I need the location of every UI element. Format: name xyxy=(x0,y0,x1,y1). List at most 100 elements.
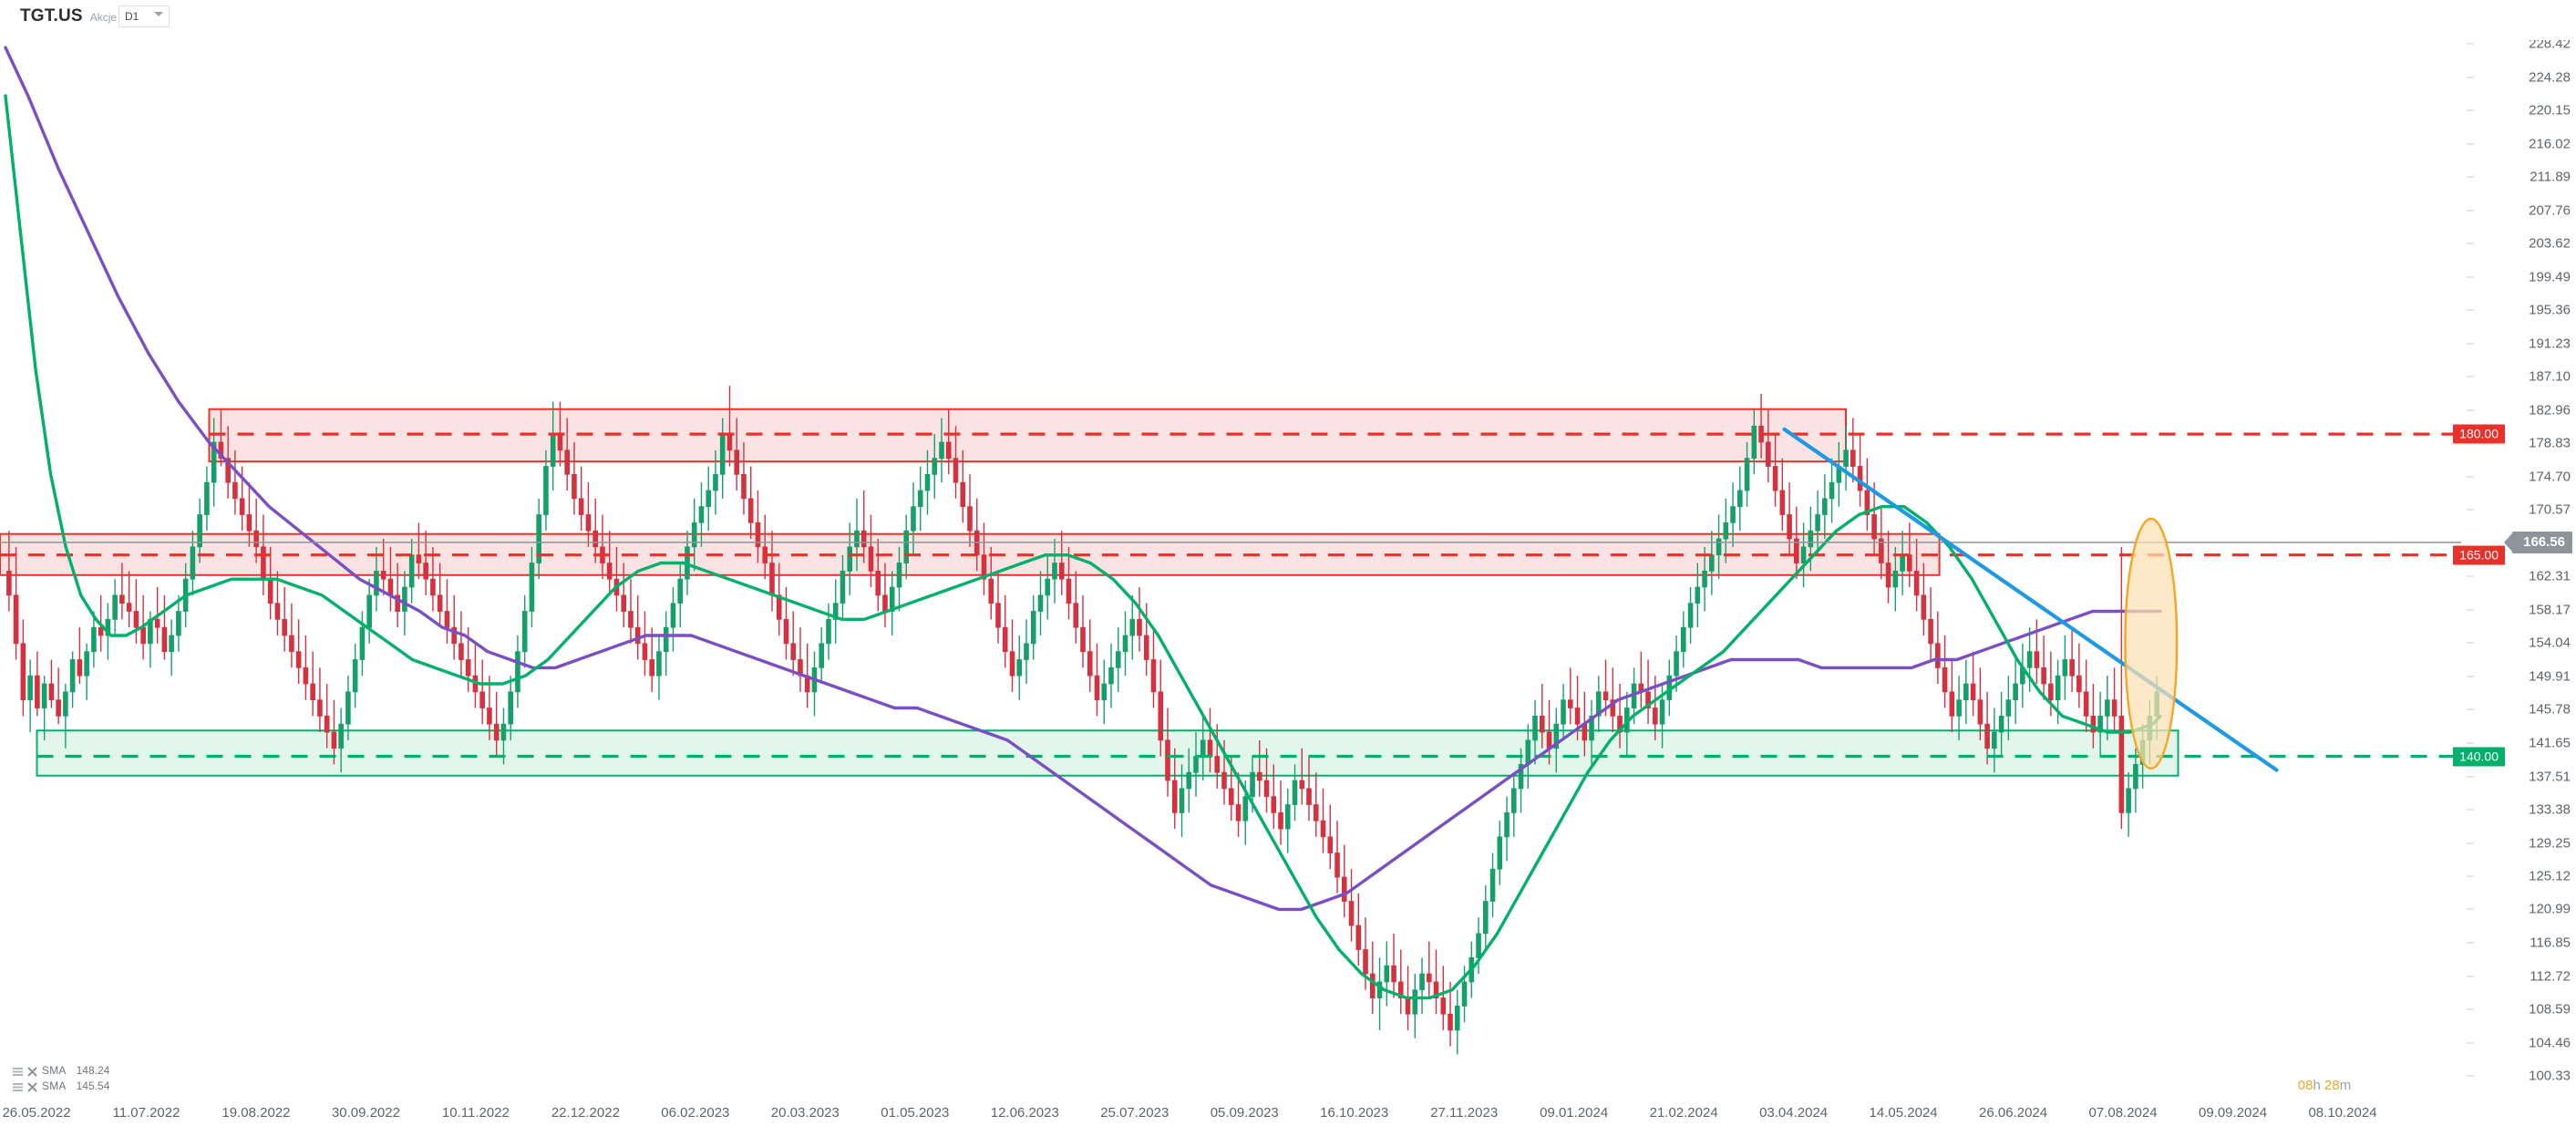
candle-body xyxy=(1942,666,1948,693)
candle-body xyxy=(1687,603,1694,628)
candle-body xyxy=(1758,425,1764,443)
candle-body xyxy=(698,506,705,523)
candle-body xyxy=(875,570,881,596)
candle-body xyxy=(1412,989,1418,1015)
symbol-selector[interactable]: TGT.US Akcje xyxy=(20,6,134,26)
candle-body xyxy=(734,449,740,475)
candle-body xyxy=(1108,666,1114,685)
candle-body xyxy=(713,473,718,491)
price-tick-label: 228.42 xyxy=(2529,36,2571,52)
candle-body xyxy=(154,618,160,628)
candle-body xyxy=(331,731,337,749)
candle-body xyxy=(35,675,40,708)
current-price-label[interactable]: 166.56 xyxy=(2512,531,2572,553)
candle-body xyxy=(2055,675,2061,701)
candle-body xyxy=(868,546,874,572)
price-tick-label: 120.99 xyxy=(2529,901,2571,917)
candle-body xyxy=(1320,820,1326,838)
date-tick-label: 01.05.2023 xyxy=(881,1105,950,1121)
price-tick-mark xyxy=(2467,243,2474,244)
highlight-ellipse-annotation[interactable] xyxy=(2124,517,2179,770)
price-axis[interactable]: 228.42 224.28 220.15 216.02 211.89 207.76 203.… xyxy=(2453,0,2576,1126)
settings-icon[interactable] xyxy=(13,1080,23,1091)
candle-body xyxy=(656,651,662,677)
close-icon[interactable] xyxy=(27,1065,37,1077)
candle-body xyxy=(790,643,797,660)
candle-body xyxy=(550,433,556,467)
candle-body xyxy=(359,626,366,660)
indicator-legend-row[interactable]: SMA 145.54 xyxy=(13,1078,109,1093)
candle-body xyxy=(719,433,726,475)
candle-body xyxy=(1737,490,1743,508)
indicator-legend-row[interactable]: SMA 148.24 xyxy=(13,1062,109,1078)
candle-body xyxy=(967,506,973,532)
candle-body xyxy=(1348,901,1355,926)
candle-body xyxy=(783,618,789,645)
candle-body xyxy=(352,659,358,693)
date-tick-label: 09.01.2024 xyxy=(1540,1105,1609,1121)
date-tick-label: 10.11.2022 xyxy=(441,1105,510,1121)
price-label-support-140[interactable]: 140.00 xyxy=(2453,747,2505,767)
candle-body xyxy=(1292,780,1298,805)
date-tick-label: 12.06.2023 xyxy=(990,1105,1059,1121)
candle-series xyxy=(6,386,2159,1055)
date-tick-label: 05.09.2023 xyxy=(1210,1105,1279,1121)
candle-body xyxy=(2069,659,2075,677)
candle-body xyxy=(621,594,626,612)
candle-body xyxy=(1900,554,1905,572)
price-label-resistance-180[interactable]: 180.00 xyxy=(2453,424,2505,444)
price-tick-mark xyxy=(2467,742,2474,744)
sma-fast-line[interactable] xyxy=(4,94,2162,1000)
candle-body xyxy=(1998,715,2004,733)
candle-body xyxy=(1540,715,1545,733)
price-zone-support-140[interactable] xyxy=(36,729,2179,777)
candle-body xyxy=(755,522,761,548)
candle-body xyxy=(1165,739,1170,781)
chart-plot-area[interactable] xyxy=(0,27,2461,1076)
candle-body xyxy=(1419,973,1425,991)
candle-body xyxy=(1766,441,1771,467)
candle-body xyxy=(1808,530,1814,548)
chevron-down-icon[interactable] xyxy=(154,11,163,16)
price-zone-resistance-180[interactable] xyxy=(208,408,1847,463)
candle-body xyxy=(882,594,888,612)
price-tick-mark xyxy=(2467,343,2474,345)
candle-body xyxy=(1052,563,1057,580)
candle-body xyxy=(847,546,853,572)
price-tick-label: 220.15 xyxy=(2529,102,2571,119)
candle-body xyxy=(776,594,782,620)
downtrend-line[interactable] xyxy=(1782,427,2279,772)
candle-body xyxy=(840,570,846,604)
candle-body xyxy=(1935,643,1941,668)
time-axis[interactable]: 26.05.2022 11.07.2022 19.08.2022 30.09.2022… xyxy=(0,1078,2576,1126)
settings-icon[interactable] xyxy=(13,1065,23,1076)
candle-body xyxy=(741,473,747,500)
candle-body xyxy=(126,603,132,612)
price-tick-mark xyxy=(2467,1075,2474,1077)
candle-body xyxy=(1299,780,1305,790)
price-tick-mark xyxy=(2467,476,2474,478)
candle-body xyxy=(1885,563,1891,588)
candle-body xyxy=(1907,554,1912,572)
candle-body xyxy=(246,514,252,532)
date-tick-label: 11.07.2022 xyxy=(112,1105,180,1121)
candle-body xyxy=(1030,611,1036,645)
close-icon[interactable] xyxy=(27,1080,37,1092)
candle-body xyxy=(1956,699,1962,717)
candle-body xyxy=(1602,691,1609,701)
candle-body xyxy=(1553,723,1560,749)
candle-body xyxy=(1751,425,1757,460)
candle-body xyxy=(1963,683,1969,701)
timeframe-select[interactable]: D1 xyxy=(118,5,170,27)
candle-body xyxy=(84,651,89,677)
price-tick-mark xyxy=(2467,809,2474,811)
sma-slow-line[interactable] xyxy=(4,46,2162,912)
price-tick-label: 199.49 xyxy=(2529,269,2571,285)
symbol-name: TGT.US xyxy=(20,6,83,26)
price-tick-label: 133.38 xyxy=(2529,801,2571,818)
candle-body xyxy=(917,490,923,508)
date-tick-label: 25.07.2023 xyxy=(1100,1105,1170,1121)
candle-body xyxy=(1122,635,1128,653)
price-label-resistance-165[interactable]: 165.00 xyxy=(2453,545,2505,565)
candle-body xyxy=(239,498,245,515)
